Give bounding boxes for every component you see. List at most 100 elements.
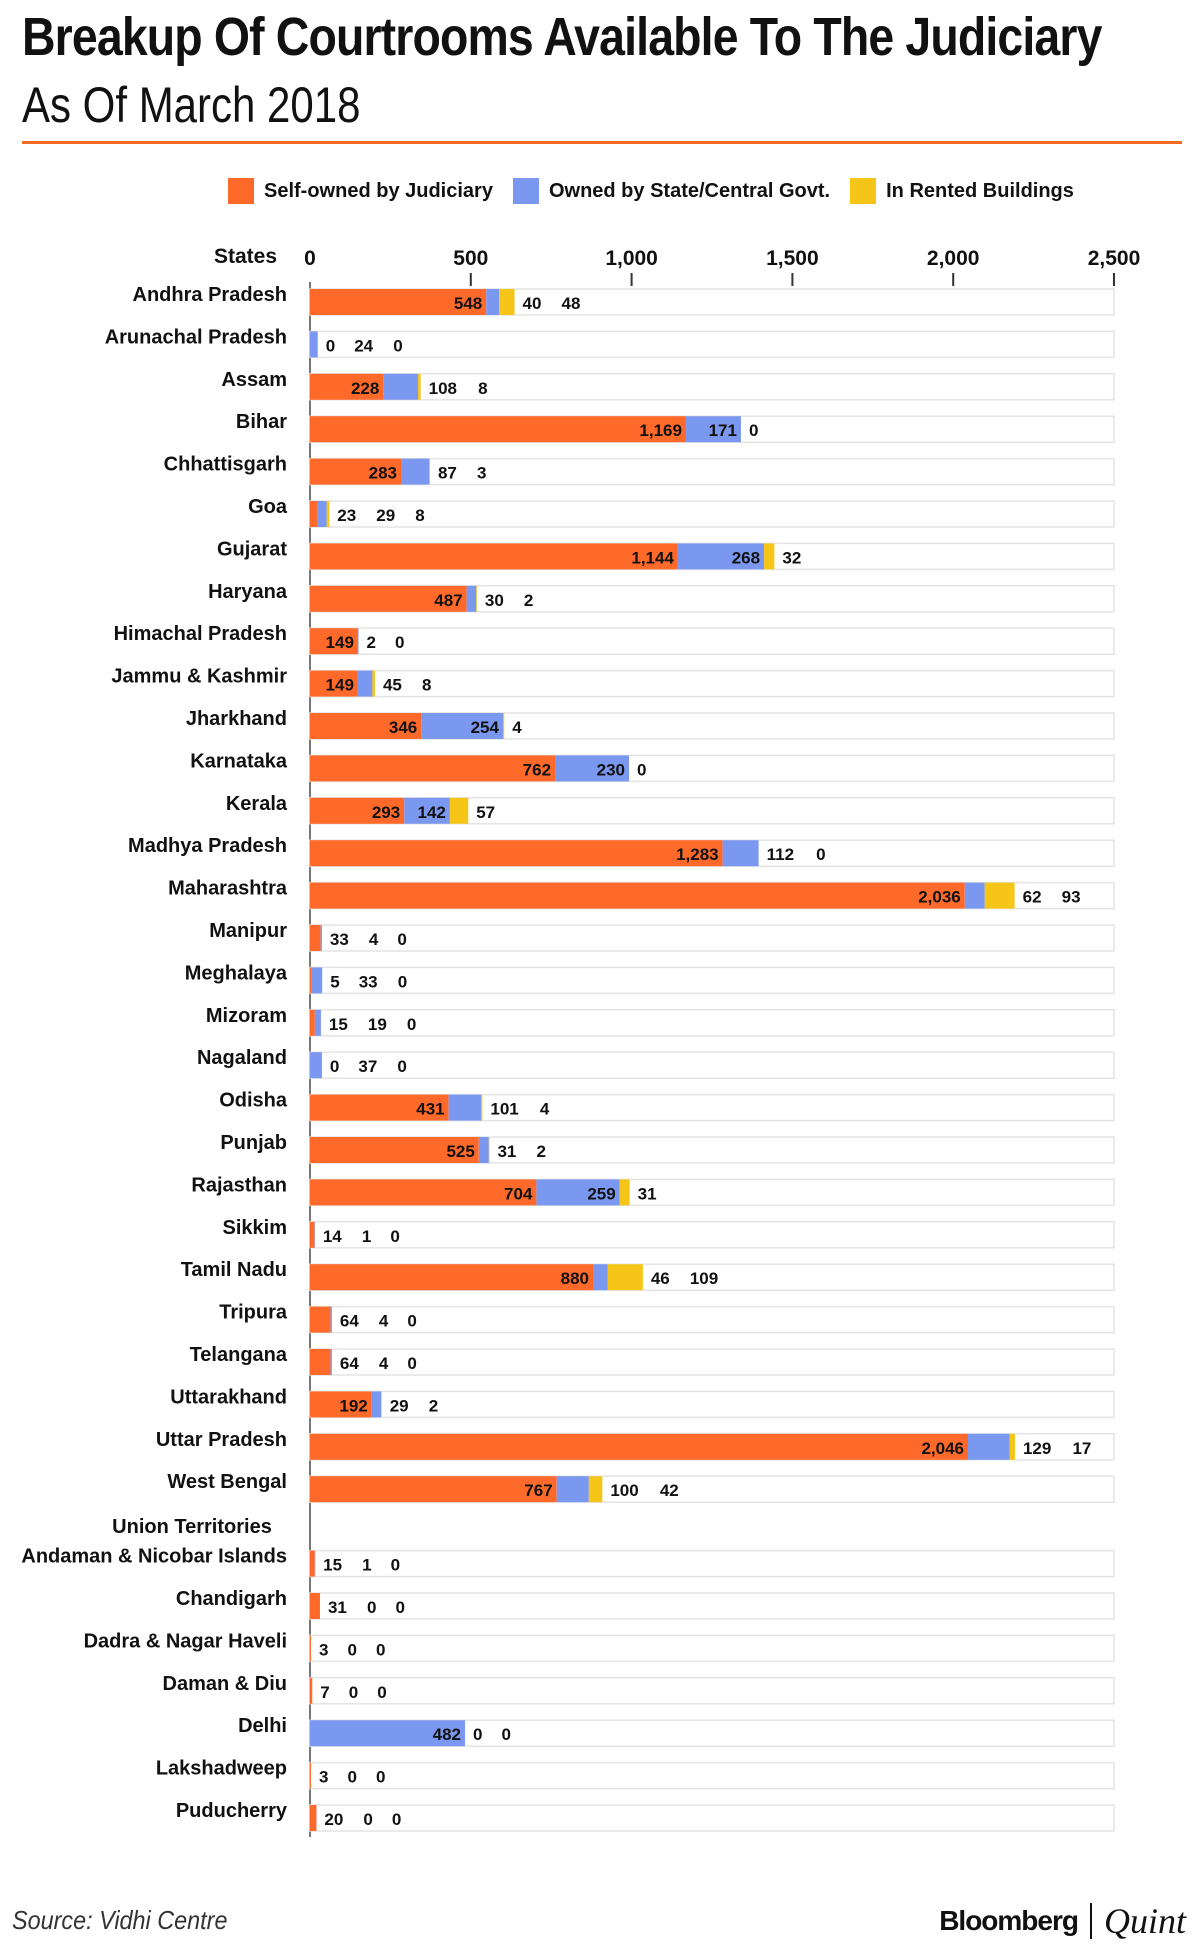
x-tick-label: 500 (453, 247, 488, 270)
data-label: 15 (329, 1015, 348, 1034)
bar-segment (357, 670, 373, 697)
data-label: 33 (359, 972, 378, 991)
data-label: 17 (1072, 1439, 1091, 1458)
bar-segment (310, 289, 487, 315)
brand-secondary: Quint (1103, 1901, 1186, 1941)
bar-segment (964, 882, 985, 909)
bar-segment (310, 1433, 968, 1460)
chart-legend: Self-owned by Judiciary Owned by State/C… (228, 176, 1094, 206)
bar-segment (619, 1179, 630, 1206)
data-label: 0 (390, 1227, 399, 1246)
category-label: Dadra & Nagar Haveli (84, 1630, 287, 1652)
data-label: 5 (330, 972, 339, 991)
bar-track (309, 1677, 1115, 1705)
data-label: 192 (339, 1396, 367, 1415)
data-label: 0 (473, 1725, 482, 1744)
brand-primary: Bloomberg (939, 1905, 1079, 1936)
bar-segment (372, 670, 375, 697)
bar-segment (310, 882, 965, 909)
bar-segment (310, 1635, 311, 1662)
data-label: 0 (398, 972, 407, 991)
bar-segment (476, 585, 477, 612)
data-label: 33 (330, 930, 349, 949)
data-label: 4 (369, 930, 379, 949)
data-label: 4 (540, 1100, 550, 1119)
data-label: 704 (504, 1184, 533, 1203)
data-label: 0 (330, 1057, 339, 1076)
bar-segment (310, 1306, 331, 1333)
bar-track (309, 1592, 1115, 1620)
data-label: 32 (782, 548, 801, 567)
bar-segment (310, 713, 422, 739)
data-label: 0 (391, 1556, 400, 1575)
category-label: Mizoram (206, 1005, 287, 1027)
data-label: 0 (363, 1810, 372, 1829)
data-label: 64 (340, 1354, 359, 1373)
data-label: 4 (379, 1354, 389, 1373)
category-label: Arunachal Pradesh (105, 326, 287, 348)
bar-segment (764, 543, 775, 570)
data-label: 0 (376, 1640, 385, 1659)
legend-label-rented: In Rented Buildings (886, 179, 1074, 202)
data-label: 0 (349, 1683, 358, 1702)
data-label: 0 (367, 1598, 376, 1617)
bar-segment (449, 797, 469, 824)
bar-segment (310, 1221, 315, 1248)
data-label: 171 (709, 421, 737, 440)
category-label: Uttar Pradesh (156, 1429, 287, 1451)
bar-segment (556, 1476, 589, 1503)
data-label: 230 (597, 760, 625, 779)
bar-segment (310, 840, 723, 867)
category-label: Madhya Pradesh (128, 835, 287, 857)
bar-track (309, 1305, 1115, 1334)
category-label: West Bengal (167, 1471, 287, 1493)
bar-track (309, 627, 1115, 655)
category-label: Himachal Pradesh (114, 623, 287, 645)
data-label: 2 (429, 1396, 438, 1415)
bar-segment (478, 1137, 489, 1163)
data-label: 431 (416, 1100, 444, 1119)
bar-segment (310, 925, 321, 951)
bar-segment (404, 797, 450, 824)
bar-segment (536, 1179, 620, 1206)
data-label: 24 (354, 336, 373, 355)
data-label: 62 (1023, 888, 1042, 907)
bar-track (309, 1761, 1115, 1790)
bar-track (309, 1549, 1115, 1578)
bar-segment (984, 882, 1015, 909)
category-label: Andaman & Nicobar Islands (21, 1546, 287, 1568)
data-label: 259 (587, 1184, 615, 1203)
data-label: 3 (319, 1768, 328, 1787)
data-label: 0 (377, 1683, 386, 1702)
bar-segment (502, 713, 505, 739)
bar-track (309, 669, 1115, 698)
bar-segment (677, 543, 765, 570)
data-label: 8 (415, 506, 424, 525)
bar-segment (466, 585, 477, 612)
data-label: 29 (390, 1396, 409, 1415)
data-label: 142 (418, 803, 446, 822)
bar-segment (310, 1009, 315, 1036)
category-label: Karnataka (190, 750, 288, 772)
category-label: Bihar (236, 411, 287, 433)
category-label: Chhattisgarh (164, 454, 287, 476)
bar-segment (1009, 1433, 1015, 1460)
data-label: 0 (347, 1640, 356, 1659)
bar-segment (486, 289, 500, 315)
x-tick-label: 2,000 (927, 247, 980, 270)
bar-segment (685, 416, 741, 443)
category-label: Goa (248, 496, 288, 518)
bar-segment (588, 1476, 603, 1503)
data-label: 8 (478, 379, 487, 398)
bar-segment (311, 967, 323, 994)
legend-item-rented: In Rented Buildings (850, 178, 1074, 204)
title-divider (22, 141, 1182, 144)
category-label: Nagaland (197, 1047, 287, 1069)
category-label: Jammu & Kashmir (111, 666, 287, 688)
data-label: 23 (337, 506, 356, 525)
data-label: 548 (454, 294, 482, 313)
bar-track (309, 1009, 1115, 1037)
bar-segment (310, 543, 678, 570)
data-label: 15 (323, 1556, 342, 1575)
